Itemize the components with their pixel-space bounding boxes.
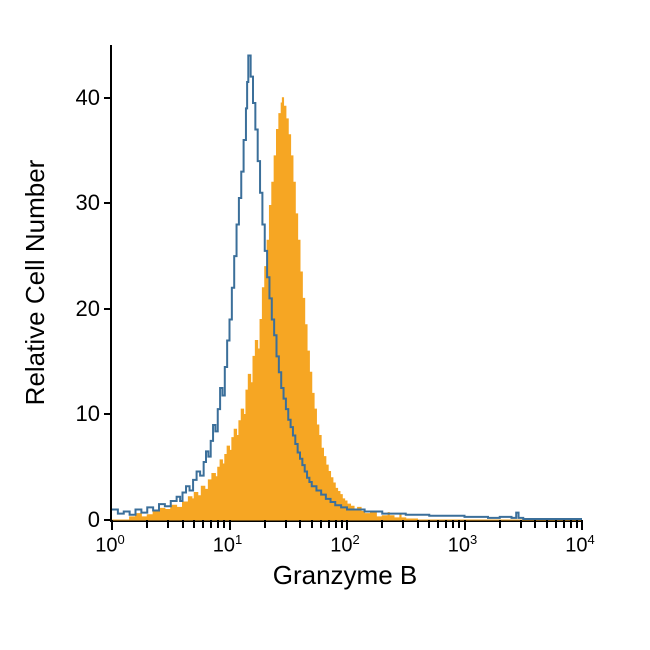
x-minor-tick	[146, 520, 148, 528]
x-minor-tick	[311, 520, 313, 528]
x-minor-tick	[217, 520, 219, 528]
x-minor-tick	[534, 520, 536, 528]
x-minor-tick	[193, 520, 195, 528]
x-tick	[464, 520, 466, 530]
histogram-svg	[112, 45, 582, 520]
x-tick	[229, 520, 231, 530]
x-minor-tick	[223, 520, 225, 528]
x-tick	[346, 520, 348, 530]
series-filled	[112, 98, 582, 520]
x-minor-tick	[417, 520, 419, 528]
y-tick-label: 30	[50, 190, 100, 216]
y-tick-label: 40	[50, 85, 100, 111]
x-minor-tick	[335, 520, 337, 528]
x-minor-tick	[546, 520, 548, 528]
x-minor-tick	[182, 520, 184, 528]
x-tick	[111, 520, 113, 530]
x-minor-tick	[499, 520, 501, 528]
y-tick	[104, 308, 112, 310]
x-minor-tick	[167, 520, 169, 528]
x-minor-tick	[437, 520, 439, 528]
x-tick	[581, 520, 583, 530]
x-minor-tick	[555, 520, 557, 528]
x-minor-tick	[328, 520, 330, 528]
x-minor-tick	[563, 520, 565, 528]
x-minor-tick	[341, 520, 343, 528]
y-tick	[104, 97, 112, 99]
x-minor-tick	[210, 520, 212, 528]
x-minor-tick	[445, 520, 447, 528]
x-minor-tick	[320, 520, 322, 528]
y-tick	[104, 413, 112, 415]
y-tick-label: 0	[50, 507, 100, 533]
x-minor-tick	[381, 520, 383, 528]
x-minor-tick	[264, 520, 266, 528]
x-tick-label: 103	[448, 532, 477, 558]
x-tick-label: 100	[95, 532, 124, 558]
x-axis-label: Granzyme B	[110, 560, 580, 591]
x-minor-tick	[299, 520, 301, 528]
x-minor-tick	[520, 520, 522, 528]
x-minor-tick	[285, 520, 287, 528]
plot-area	[110, 45, 582, 522]
x-minor-tick	[428, 520, 430, 528]
y-axis-label: Relative Cell Number	[20, 45, 50, 520]
x-minor-tick	[570, 520, 572, 528]
x-tick-label: 104	[565, 532, 594, 558]
y-tick-label: 20	[50, 296, 100, 322]
x-minor-tick	[576, 520, 578, 528]
x-minor-tick	[458, 520, 460, 528]
y-tick-label: 10	[50, 401, 100, 427]
x-tick-label: 102	[330, 532, 359, 558]
x-minor-tick	[452, 520, 454, 528]
series-outline	[112, 56, 582, 519]
x-tick-label: 101	[213, 532, 242, 558]
x-minor-tick	[202, 520, 204, 528]
y-tick	[104, 202, 112, 204]
x-minor-tick	[402, 520, 404, 528]
